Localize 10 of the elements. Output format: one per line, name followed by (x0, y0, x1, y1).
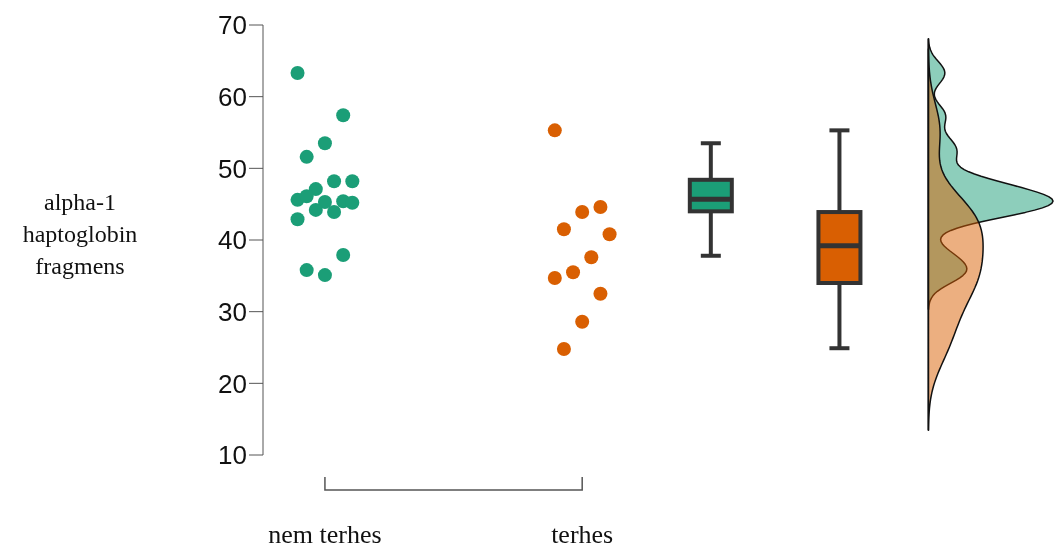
y-tick-label: 30 (218, 296, 247, 327)
y-tick-label: 70 (218, 10, 247, 41)
x-tick-label: terhes (551, 520, 614, 550)
y-tick-label: 60 (218, 81, 247, 112)
x-tick-label: nem terhes (268, 520, 382, 550)
y-tick-label: 10 (218, 440, 247, 471)
y-tick-label: 50 (218, 153, 247, 184)
y-tick-label: 20 (218, 368, 247, 399)
y-tick-label: 40 (218, 225, 247, 256)
y-axis-title: alpha-1 haptoglobin fragmens (22, 189, 138, 279)
